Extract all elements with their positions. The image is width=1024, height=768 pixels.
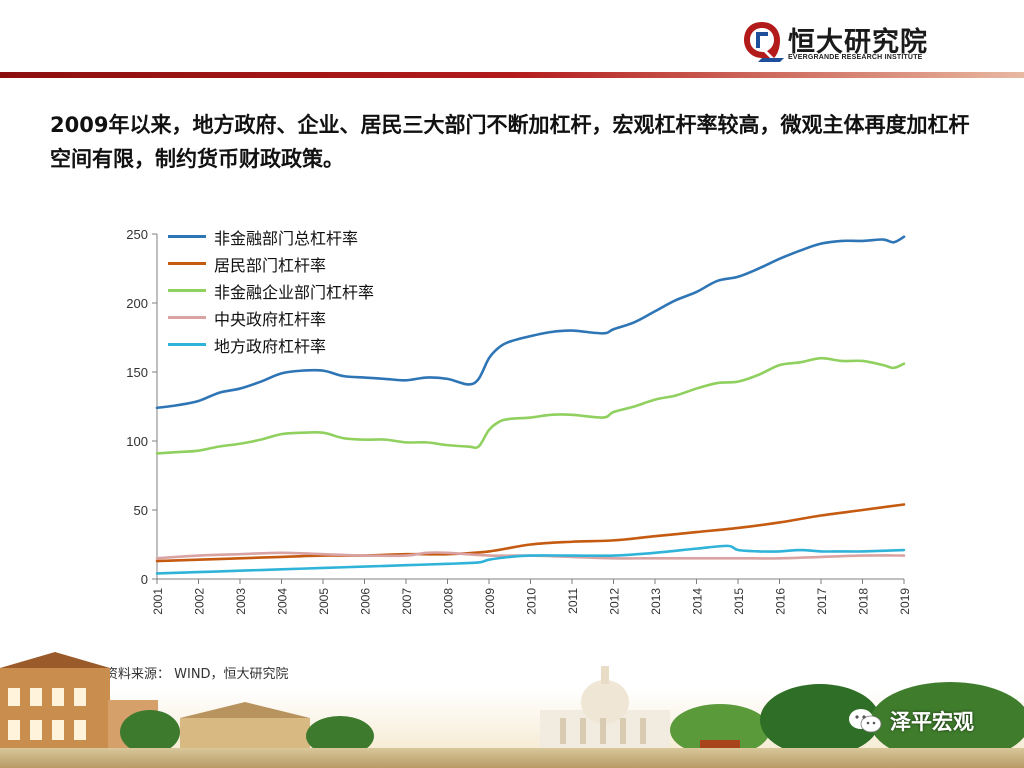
x-tick-label: 2016 <box>774 588 788 615</box>
chart-series-lines <box>155 235 906 575</box>
legend-swatch <box>168 262 206 265</box>
legend-label: 中央政府杠杆率 <box>214 309 327 329</box>
x-tick-label: 2017 <box>815 588 829 615</box>
chart-canvas: 0 50 100 150 200 250 2001 2002 2003 2004 2005 2006 2… <box>126 227 912 615</box>
legend-swatch <box>168 235 206 238</box>
logo-chinese-name: 恒大研究院 <box>788 27 928 58</box>
chart-legend: 非金融部门总杠杆率 居民部门杠杆率非金融企业部门杠杆率 中央政府杠杆率 地方政府杠杆率 <box>168 223 374 358</box>
leverage-ratio-chart: 0 50 100 150 200 250 2001 2002 2003 2004 2005 2006 2… <box>100 215 940 635</box>
chart-axes: 0 50 100 150 200 250 2001 2002 2003 2004 2005 2006 2… <box>126 227 912 615</box>
series-line-3 <box>155 356 906 455</box>
x-tick-label: 2006 <box>359 588 373 615</box>
legend-label: 非金融部门总杠杆率 <box>214 228 359 248</box>
legend-label: 居民部门杠杆率 <box>214 255 327 275</box>
wechat-icon <box>849 709 882 733</box>
legend-label: 非金融企业部门杠杆率 <box>214 282 375 302</box>
x-tick-label: 2010 <box>525 588 539 615</box>
x-tick-label: 2004 <box>276 588 290 615</box>
x-tick-label: 2013 <box>649 588 663 615</box>
brand-logo: 恒大研究院 EVERGRANDE RESEARCH INSTITUTE <box>740 18 940 66</box>
legend-swatch <box>168 316 206 319</box>
legend-label: 地方政府杠杆率 <box>214 336 327 356</box>
x-tick-label: 2008 <box>442 588 456 615</box>
x-tick-label: 2001 <box>151 588 165 615</box>
x-tick-label: 2003 <box>234 588 248 615</box>
legend-item-1: 非金融部门总杠杆率 <box>168 223 374 250</box>
footer-scenery <box>0 640 1024 768</box>
series-line-2 <box>155 503 906 563</box>
x-tick-label: 2011 <box>566 588 580 614</box>
y-tick-label: 250 <box>126 227 148 242</box>
y-tick-label: 0 <box>141 572 148 587</box>
legend-item-2: 居民部门杠杆率 <box>168 250 374 277</box>
series-line-5 <box>155 544 906 575</box>
x-tick-label: 2014 <box>691 588 705 615</box>
legend-swatch <box>168 343 206 346</box>
wechat-watermark: 泽平宏观 <box>848 706 974 736</box>
x-tick-label: 2012 <box>608 588 622 615</box>
y-tick-label: 150 <box>126 365 148 380</box>
footer-scenery-illustration <box>0 652 1024 768</box>
data-source-note: 资料来源： WIND，恒大研究院 <box>105 667 289 682</box>
header-divider <box>0 72 1024 78</box>
x-tick-label: 2005 <box>317 588 331 615</box>
watermark-text: 泽平宏观 <box>890 710 974 734</box>
legend-item-3: 非金融企业部门杠杆率 <box>168 277 374 304</box>
legend-item-4: 中央政府杠杆率 <box>168 304 374 331</box>
x-tick-label: 2015 <box>732 588 746 615</box>
x-tick-label: 2019 <box>898 588 912 615</box>
evergrande-logo-icon <box>744 22 784 62</box>
legend-swatch <box>168 289 206 292</box>
y-tick-label: 200 <box>126 296 148 311</box>
series-line-1 <box>155 235 906 410</box>
y-tick-label: 100 <box>126 434 148 449</box>
logo-english-name: EVERGRANDE RESEARCH INSTITUTE <box>788 54 923 61</box>
legend-item-5: 地方政府杠杆率 <box>168 331 374 358</box>
x-tick-label: 2018 <box>857 588 871 615</box>
x-tick-label: 2007 <box>400 588 414 615</box>
x-tick-label: 2009 <box>483 588 497 615</box>
y-tick-label: 50 <box>134 503 148 518</box>
slide-headline: 2009年以来，地方政府、企业、居民三大部门不断加杠杆，宏观杠杆率较高，微观主体… <box>50 113 970 171</box>
x-tick-label: 2002 <box>193 588 207 615</box>
